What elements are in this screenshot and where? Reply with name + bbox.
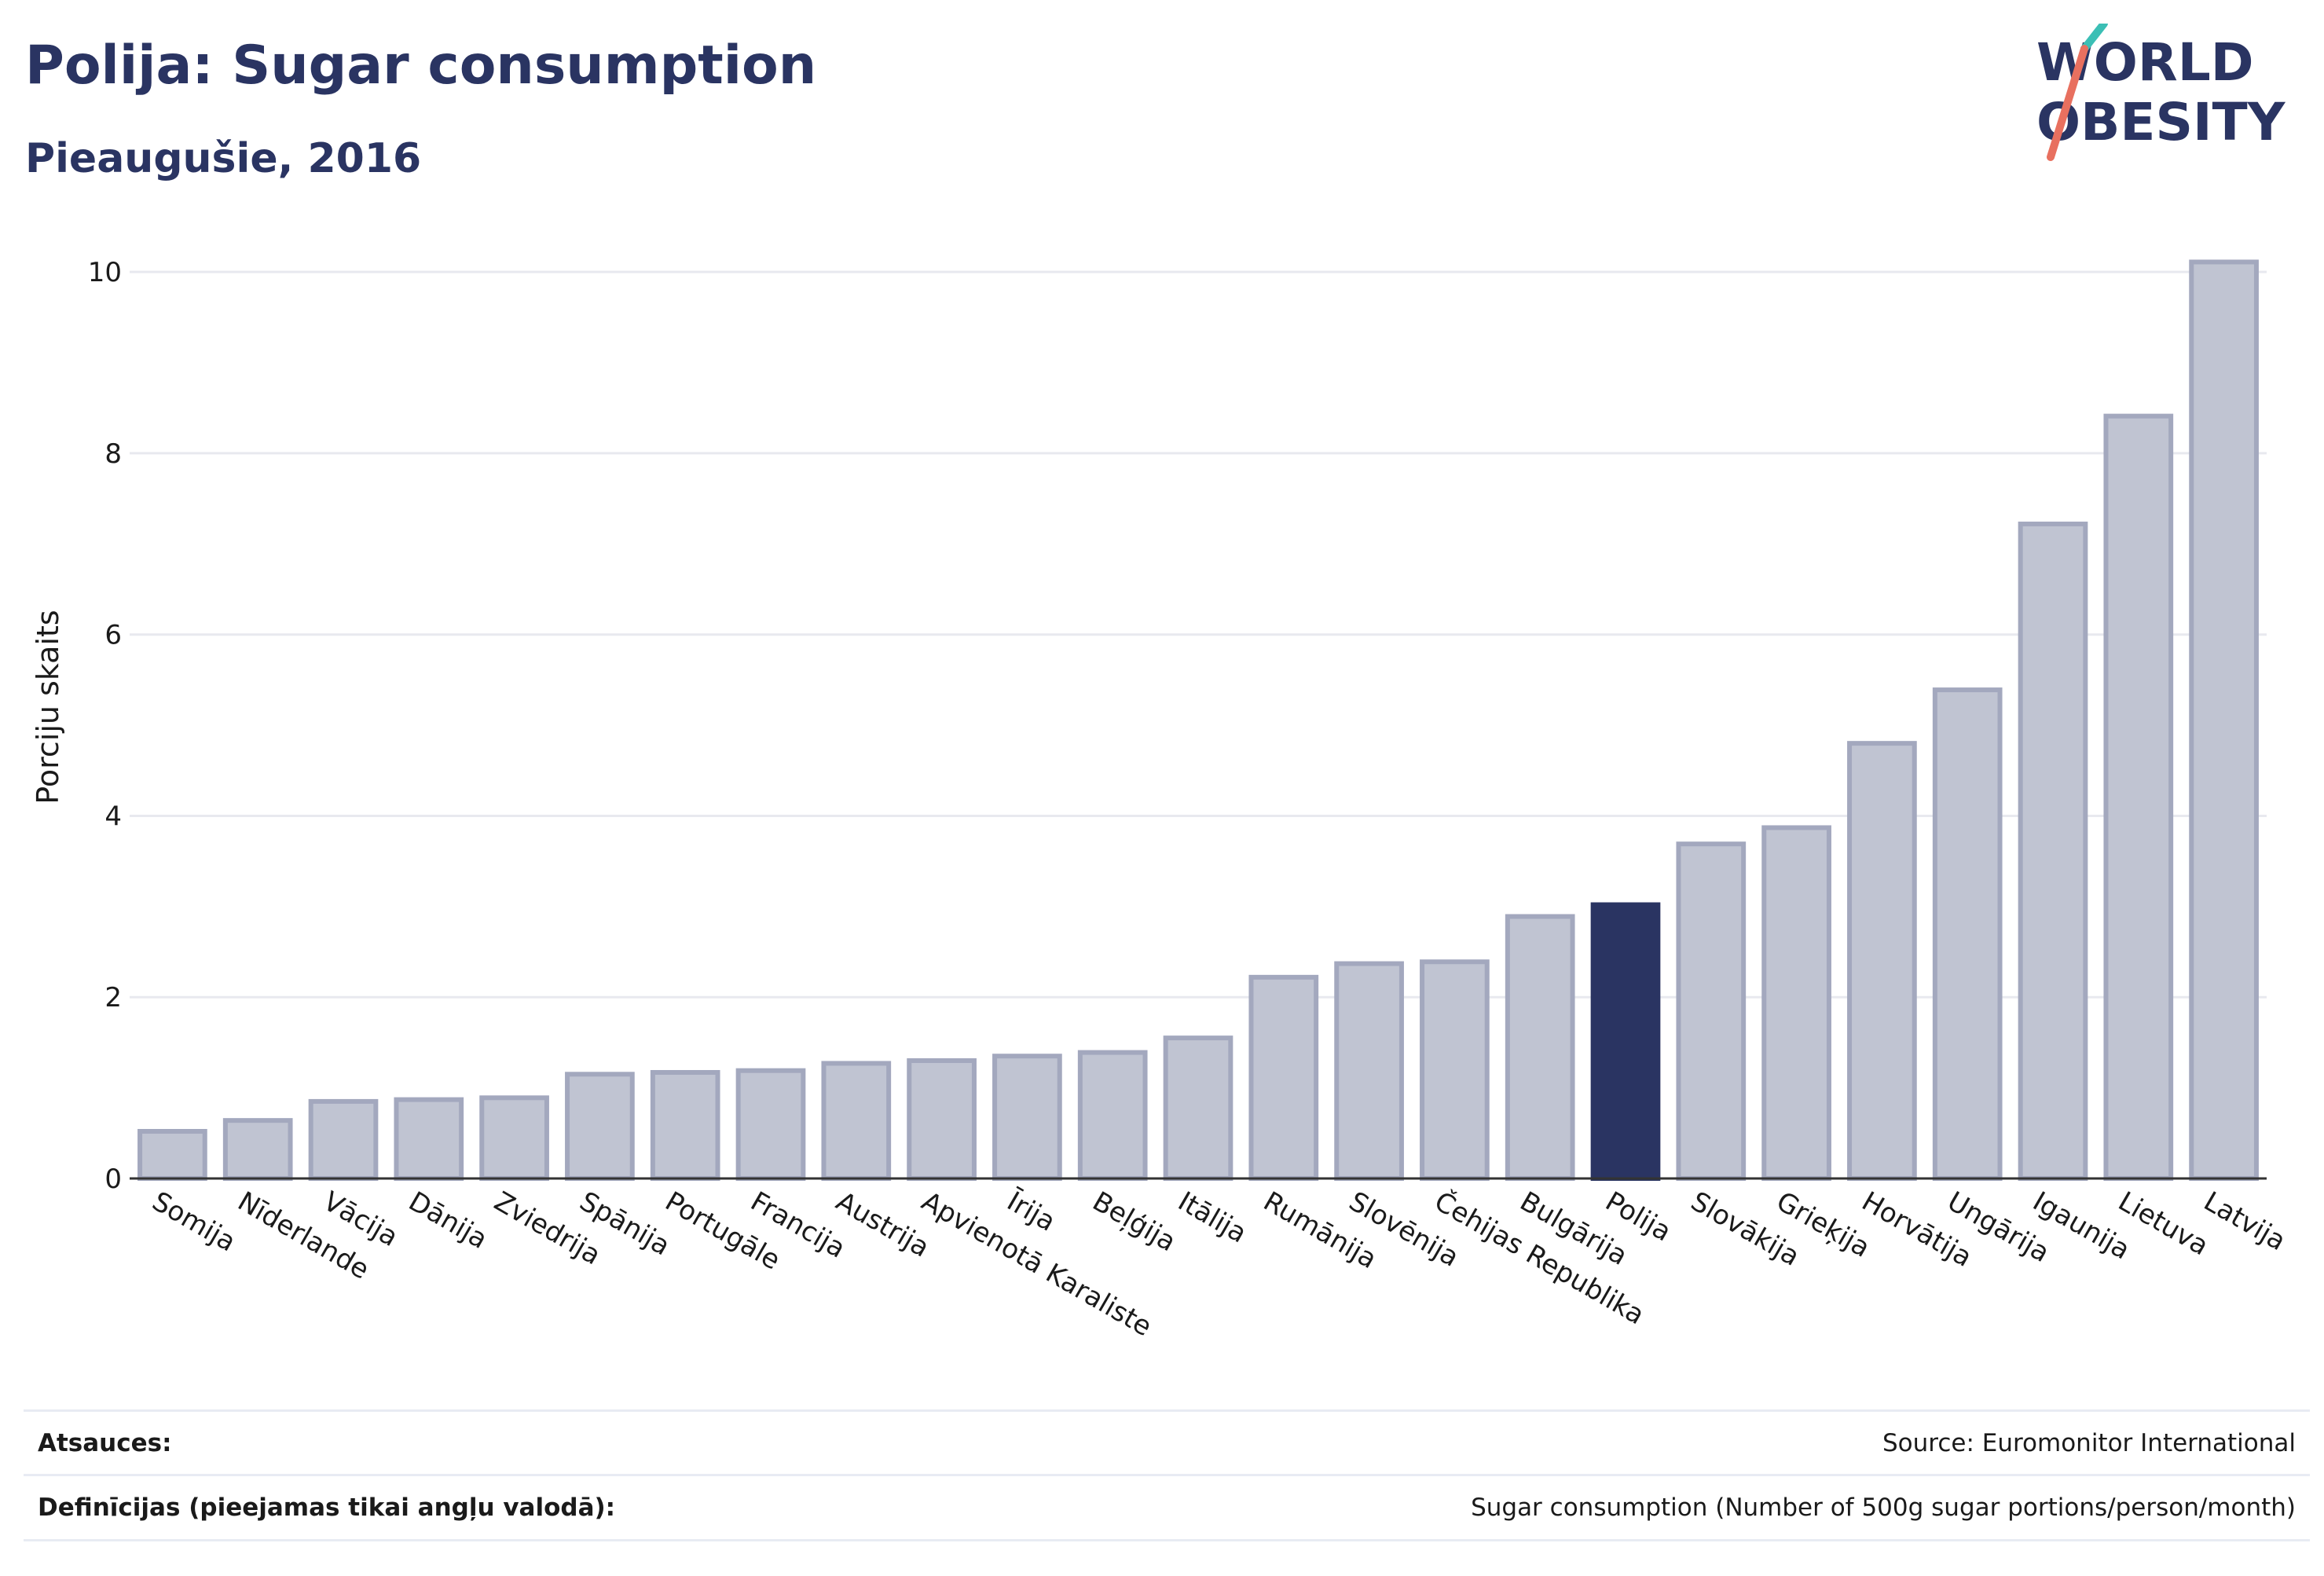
bar-čehijas-republika xyxy=(1420,959,1490,1181)
bar-apvienotā-karaliste xyxy=(907,1058,977,1181)
definitions-value: Sugar consumption (Number of 500g sugar … xyxy=(1471,1494,2296,1522)
chart-subtitle: Pieaugušie, 2016 xyxy=(25,135,422,182)
sources-value: Source: Euromonitor International xyxy=(1882,1429,2296,1457)
bar-itālija xyxy=(1163,1035,1233,1181)
y-tick-label: 2 xyxy=(104,982,122,1013)
bar-horvātija xyxy=(1847,741,1917,1181)
logo-slash-red xyxy=(2047,45,2088,161)
bar-austrija xyxy=(821,1061,892,1182)
x-tick-label: Austrija xyxy=(830,1186,934,1263)
x-tick-label: Somija xyxy=(147,1186,241,1258)
bar-grieķija xyxy=(1761,825,1831,1181)
bar-bulgārija xyxy=(1505,914,1575,1181)
bar-vācija xyxy=(308,1098,379,1182)
bar-nīderlande xyxy=(222,1118,293,1181)
bar-dānija xyxy=(394,1097,464,1181)
world-obesity-logo: WORLD OBESITY xyxy=(2036,24,2286,161)
y-tick-label: 10 xyxy=(88,257,122,288)
logo-line2: OBESITY xyxy=(2036,92,2286,152)
definitions-label: Definīcijas (pieejamas tikai angļu valod… xyxy=(38,1494,616,1522)
x-tick-label: Dānija xyxy=(403,1186,493,1255)
logo-line1: WORLD xyxy=(2036,32,2254,93)
sources-label: Atsauces: xyxy=(38,1429,172,1457)
bar-slovēnija xyxy=(1334,961,1404,1181)
x-tick-label: Īrija xyxy=(1002,1186,1061,1238)
bar-zviedrija xyxy=(479,1095,549,1182)
bar-īrija xyxy=(992,1054,1062,1181)
bar-somija xyxy=(137,1129,207,1181)
bar-beļģija xyxy=(1077,1050,1148,1181)
bar-francija xyxy=(735,1068,806,1181)
chart-title: Polija: Sugar consumption xyxy=(25,35,817,97)
bar-latvija xyxy=(2189,259,2259,1181)
y-tick-label: 4 xyxy=(104,801,122,832)
bar-slovākija xyxy=(1676,841,1747,1181)
sources-row: Atsauces: Source: Euromonitor Internatio… xyxy=(24,1409,2310,1475)
bar-portugāle xyxy=(650,1070,720,1181)
x-tick-label: Itālija xyxy=(1173,1186,1252,1249)
bar-polija xyxy=(1590,902,1661,1181)
bars xyxy=(137,259,2259,1182)
bar-rumānija xyxy=(1248,974,1319,1181)
bar-lietuva xyxy=(2103,413,2174,1182)
logo-slash-teal xyxy=(2080,24,2108,53)
y-axis-ticks: 0 2 4 6 8 10 xyxy=(88,257,122,1195)
y-tick-label: 0 xyxy=(104,1164,122,1195)
bar-spānija xyxy=(565,1072,635,1182)
x-tick-label: Beļģija xyxy=(1087,1186,1182,1258)
y-axis-label: Porciju skaits xyxy=(31,610,65,804)
x-tick-label: Latvija xyxy=(2198,1186,2291,1257)
y-tick-label: 8 xyxy=(104,438,122,470)
definitions-row: Definīcijas (pieejamas tikai angļu valod… xyxy=(24,1474,2310,1541)
y-tick-label: 6 xyxy=(104,620,122,651)
bar-ungārija xyxy=(1932,687,2003,1181)
gridlines xyxy=(130,270,2267,999)
bar-igaunija xyxy=(2018,521,2088,1181)
